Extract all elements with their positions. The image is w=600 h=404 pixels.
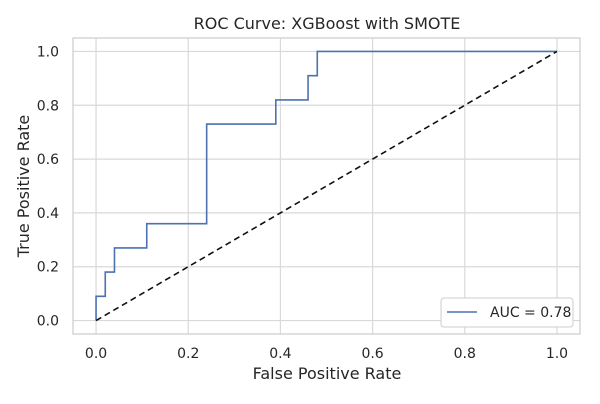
x-tick-label: 1.0 [546,346,568,362]
x-tick-label: 0.2 [177,346,199,362]
y-tick-label: 0.6 [37,152,59,168]
y-tick-label: 0.0 [37,314,59,330]
roc-curve-line [95,50,557,321]
y-axis-label: True Positive Rate [14,115,33,259]
legend-box [440,297,574,328]
x-tick-label: 0.4 [269,346,291,362]
legend-label-roc: AUC = 0.78 [490,305,571,321]
y-tick-label: 0.2 [37,260,59,276]
x-tick-label: 0.8 [454,346,476,362]
plot-frame [72,37,581,335]
legend: AUC = 0.78 [440,297,574,328]
diagonal-reference-line [95,50,558,322]
y-tick-label: 1.0 [37,44,59,60]
y-tick-label: 0.8 [37,98,59,114]
grid-layer [73,38,580,334]
series-layer [95,50,558,322]
x-tick-label: 0.0 [85,346,107,362]
x-tick-label: 0.6 [361,346,383,362]
axes-layer: 0.0 0.2 0.4 0.6 0.8 1.0 0.0 0.2 0.4 0.6 0.8 1.0 [37,37,581,362]
chart-title: ROC Curve: XGBoost with SMOTE [194,14,461,33]
y-tick-label: 0.4 [37,206,59,222]
x-axis-label: False Positive Rate [253,364,402,383]
